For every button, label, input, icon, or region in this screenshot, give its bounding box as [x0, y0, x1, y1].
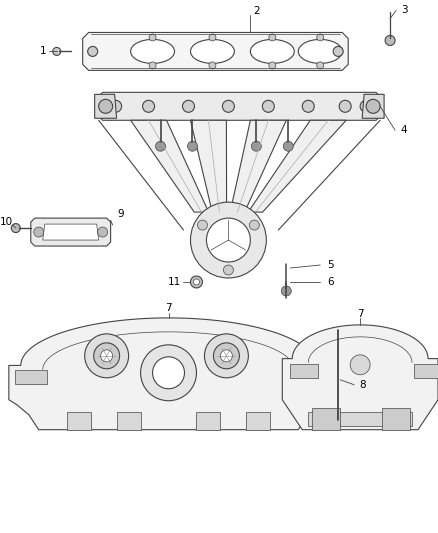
Circle shape: [339, 100, 351, 112]
Bar: [67, 411, 91, 430]
Polygon shape: [283, 325, 438, 430]
Circle shape: [194, 279, 199, 285]
Ellipse shape: [251, 39, 294, 63]
Text: 3: 3: [401, 5, 407, 15]
Circle shape: [317, 62, 324, 69]
Circle shape: [98, 227, 108, 237]
Text: 1: 1: [39, 46, 46, 56]
Polygon shape: [9, 318, 328, 430]
Bar: [312, 408, 340, 430]
Circle shape: [110, 100, 122, 112]
Bar: [15, 370, 47, 384]
Circle shape: [183, 100, 194, 112]
Circle shape: [322, 413, 334, 425]
Text: 11: 11: [168, 277, 181, 287]
Circle shape: [223, 100, 234, 112]
Ellipse shape: [191, 39, 234, 63]
Circle shape: [209, 62, 216, 69]
Polygon shape: [43, 224, 99, 240]
Circle shape: [333, 46, 343, 56]
Text: 5: 5: [327, 260, 333, 270]
Circle shape: [249, 220, 259, 230]
Polygon shape: [131, 120, 208, 212]
Circle shape: [85, 334, 129, 378]
Circle shape: [143, 100, 155, 112]
Circle shape: [317, 34, 324, 41]
Text: 6: 6: [327, 277, 333, 287]
Circle shape: [141, 345, 197, 401]
Circle shape: [213, 343, 240, 369]
Circle shape: [281, 286, 291, 296]
Text: 9: 9: [117, 209, 124, 219]
Circle shape: [11, 223, 20, 232]
Text: 8: 8: [359, 380, 365, 390]
Circle shape: [360, 100, 372, 112]
Circle shape: [385, 36, 395, 45]
Polygon shape: [248, 120, 346, 212]
Circle shape: [350, 355, 370, 375]
Circle shape: [220, 350, 233, 362]
Circle shape: [191, 276, 202, 288]
Bar: [306, 370, 338, 384]
Text: 4: 4: [401, 125, 407, 135]
Bar: [382, 408, 410, 430]
Circle shape: [269, 34, 276, 41]
Polygon shape: [95, 94, 117, 118]
Circle shape: [149, 62, 156, 69]
Circle shape: [88, 46, 98, 56]
Circle shape: [262, 100, 274, 112]
Circle shape: [209, 34, 216, 41]
Polygon shape: [362, 94, 384, 118]
Circle shape: [94, 343, 120, 369]
Text: 7: 7: [357, 309, 364, 319]
Circle shape: [187, 141, 198, 151]
Circle shape: [223, 265, 233, 275]
Text: 10: 10: [0, 217, 14, 227]
Circle shape: [152, 357, 184, 389]
Circle shape: [149, 34, 156, 41]
Circle shape: [53, 47, 61, 55]
Circle shape: [155, 141, 166, 151]
Circle shape: [206, 218, 251, 262]
Text: 2: 2: [253, 6, 260, 17]
Polygon shape: [230, 120, 286, 212]
Bar: [414, 364, 438, 377]
Circle shape: [302, 100, 314, 112]
Circle shape: [251, 141, 261, 151]
Ellipse shape: [131, 39, 174, 63]
Polygon shape: [191, 120, 226, 212]
Bar: [117, 411, 141, 430]
Polygon shape: [83, 33, 348, 70]
Ellipse shape: [298, 39, 342, 63]
Circle shape: [269, 62, 276, 69]
Circle shape: [101, 350, 113, 362]
Circle shape: [34, 227, 44, 237]
Polygon shape: [99, 92, 380, 120]
Bar: [197, 411, 220, 430]
Bar: [290, 364, 318, 377]
Circle shape: [386, 413, 398, 425]
Bar: [246, 411, 270, 430]
Circle shape: [283, 141, 293, 151]
Circle shape: [205, 334, 248, 378]
Circle shape: [99, 99, 113, 114]
Bar: [308, 411, 412, 426]
Circle shape: [191, 202, 266, 278]
Circle shape: [198, 220, 208, 230]
Text: 7: 7: [165, 303, 172, 313]
Circle shape: [366, 99, 380, 114]
Polygon shape: [31, 218, 111, 246]
